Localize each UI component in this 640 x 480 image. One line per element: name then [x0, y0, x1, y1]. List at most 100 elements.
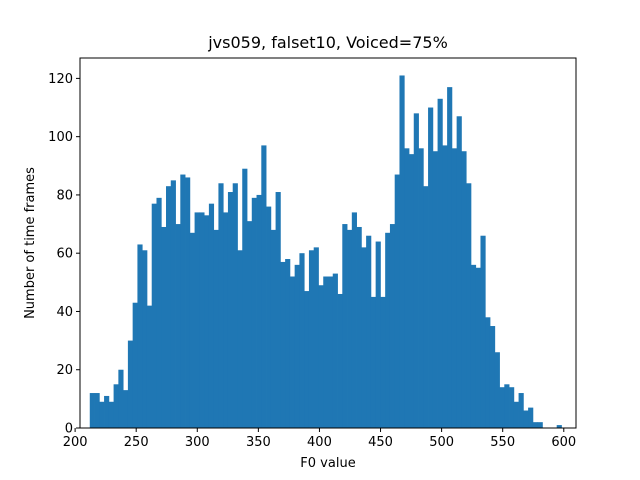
histogram-bar	[137, 244, 143, 428]
x-tick-label: 450	[368, 435, 393, 450]
histogram-bar	[232, 183, 238, 428]
histogram-bar	[428, 107, 434, 428]
histogram-bar	[99, 401, 105, 428]
histogram-bar	[223, 212, 229, 428]
histogram-bar	[180, 174, 186, 428]
histogram-bar	[466, 183, 472, 428]
histogram-bar	[127, 340, 134, 428]
histogram-bar	[456, 116, 462, 429]
x-tick-label: 300	[185, 435, 210, 450]
histogram-bar	[494, 352, 500, 428]
histogram-bar	[442, 145, 448, 428]
histogram-bar	[389, 224, 396, 428]
histogram-bar	[413, 113, 419, 428]
histogram-bar	[361, 247, 367, 428]
histogram-bar	[323, 276, 329, 428]
histogram-bar	[247, 221, 253, 428]
histogram-bar	[475, 267, 481, 428]
histogram-bar	[328, 276, 334, 428]
histogram-bar	[156, 197, 162, 428]
histogram-bar	[313, 247, 319, 428]
histogram-bar	[480, 235, 486, 428]
plot-frame	[79, 57, 577, 429]
histogram-bar	[432, 151, 438, 429]
histogram-bar	[199, 212, 205, 428]
y-tick-label: 120	[48, 72, 73, 87]
histogram-bar	[385, 232, 391, 428]
histogram-bar	[504, 384, 510, 428]
histogram-bar	[108, 401, 114, 428]
histogram-bar	[351, 212, 357, 428]
histogram-bar	[380, 296, 386, 428]
y-tick-label: 60	[56, 247, 73, 262]
histogram-bar	[113, 384, 119, 428]
histogram-bar	[118, 369, 124, 428]
histogram-bar	[370, 296, 377, 428]
x-tick-label: 350	[246, 435, 271, 450]
histogram-bar	[509, 387, 515, 428]
histogram-bar	[146, 305, 153, 428]
y-tick-label: 0	[65, 422, 73, 437]
y-axis-label: Number of time frames	[23, 167, 38, 319]
y-tick-label: 100	[48, 130, 73, 145]
x-axis-label: F0 value	[300, 456, 355, 471]
histogram-bar	[89, 393, 95, 428]
x-axis-ticks: 200 250 300 350 400 450 500 550 600	[63, 428, 576, 450]
histogram-bar	[556, 425, 562, 428]
histogram-bar	[409, 154, 415, 428]
histogram-bar	[485, 317, 491, 428]
y-tick-label: 20	[56, 363, 73, 378]
histogram-bar	[123, 390, 129, 428]
histogram-bar	[266, 206, 272, 428]
histogram-bar	[132, 302, 138, 428]
histogram-bar	[194, 212, 200, 428]
histogram-bar	[337, 293, 343, 428]
histogram-bar	[399, 75, 405, 428]
histogram-bar	[251, 197, 257, 428]
histogram-bar	[404, 148, 410, 428]
histogram-bar	[451, 148, 458, 428]
histogram-bar	[461, 151, 467, 429]
histogram-bar	[261, 145, 267, 428]
histogram-bar	[342, 224, 348, 428]
histogram-bar	[318, 285, 324, 428]
histogram-bar	[418, 148, 424, 428]
histogram-bar	[304, 291, 310, 428]
y-tick-label: 80	[56, 188, 73, 203]
histogram-bar	[285, 259, 291, 428]
histogram-bar	[275, 192, 281, 428]
histogram-bar	[347, 229, 353, 428]
histogram-bar	[447, 87, 453, 428]
x-tick-label: 600	[551, 435, 576, 450]
histogram-bar	[237, 250, 243, 428]
histogram-bar	[204, 215, 210, 428]
histogram-bar	[256, 194, 262, 428]
histogram-bar	[175, 224, 181, 428]
histogram-bar	[104, 395, 110, 428]
histogram-bar	[213, 229, 219, 428]
x-tick-label: 200	[63, 435, 88, 450]
histogram-bar	[166, 186, 172, 428]
histogram-bar	[218, 183, 224, 428]
histogram-bar	[366, 235, 372, 428]
y-tick-label: 40	[56, 305, 73, 320]
histogram-bar	[227, 192, 234, 428]
y-axis-ticks: 0 20 40 60 80 100 120	[48, 72, 80, 437]
histogram-bar	[532, 422, 539, 428]
axes-frame	[79, 57, 577, 429]
histogram-bar	[423, 186, 429, 428]
histogram-bar	[308, 250, 315, 428]
histogram-bar	[489, 326, 496, 428]
histogram-bar	[470, 264, 477, 428]
histogram-bar	[332, 273, 338, 428]
histogram-bar	[185, 177, 191, 428]
histogram-bar	[270, 229, 276, 428]
x-tick-label: 250	[124, 435, 149, 450]
histogram-bar	[299, 253, 305, 428]
histogram-bar	[294, 264, 300, 428]
histogram-bar	[513, 401, 519, 428]
x-tick-label: 400	[307, 435, 332, 450]
histogram-bar	[170, 180, 176, 428]
histogram-bar	[499, 387, 505, 428]
